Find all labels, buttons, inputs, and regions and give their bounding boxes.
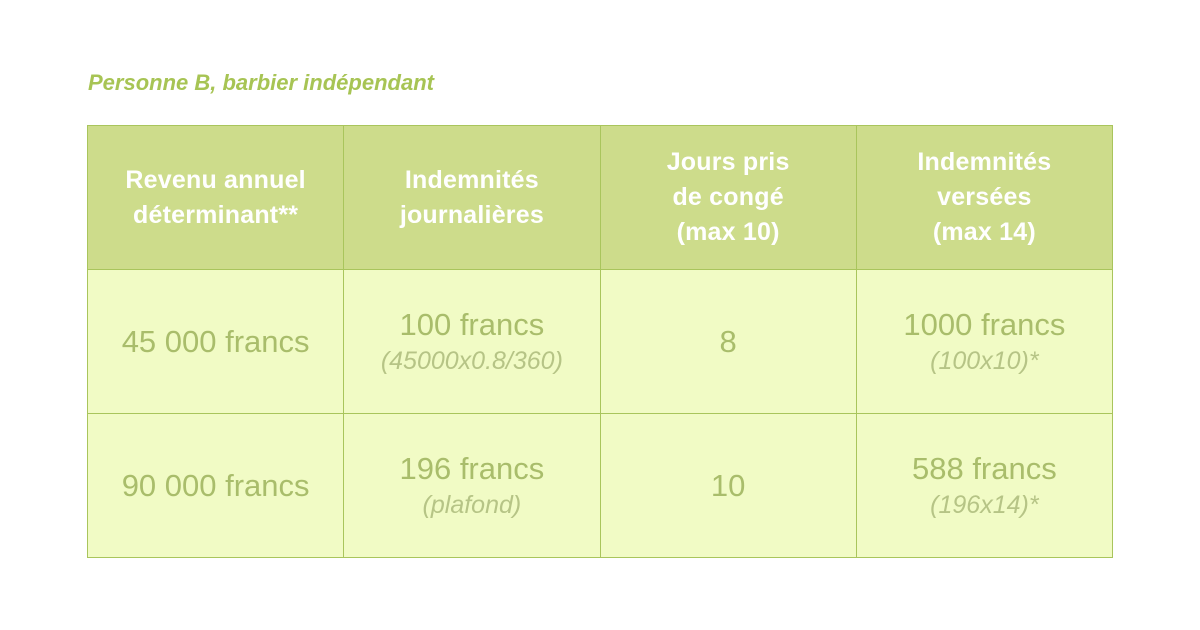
table-title: Personne B, barbier indépendant xyxy=(88,70,434,95)
days-value: 10 xyxy=(710,467,746,503)
header-line: de congé xyxy=(672,183,784,211)
header-line: journalières xyxy=(399,200,544,229)
header-indemnites-journalieres: Indemnités journalières xyxy=(343,125,601,270)
header-indemnites-versees: Indemnités versées (max 14) xyxy=(855,125,1114,270)
paid-allowance-value: 588 francs xyxy=(911,450,1057,486)
paid-allowance-value: 1000 francs xyxy=(903,306,1066,342)
paid-allowance-note: (100x10)* xyxy=(930,346,1039,375)
header-revenu-annuel: Revenu annuel déterminant** xyxy=(86,125,345,270)
benefit-table: Revenu annuel déterminant** Indemnités j… xyxy=(86,125,1114,558)
days-cell: 10 xyxy=(599,413,857,558)
daily-allowance-note: (45000x0.8/360) xyxy=(380,346,563,375)
paid-allowance-cell: 1000 francs (100x10)* xyxy=(855,269,1114,414)
header-jours-pris: Jours pris de congé (max 10) xyxy=(599,125,857,270)
daily-allowance-value: 196 francs xyxy=(399,450,545,486)
header-line: Jours pris xyxy=(666,148,790,176)
header-line: (max 10) xyxy=(676,218,780,246)
income-cell: 45 000 francs xyxy=(86,269,345,414)
daily-allowance-value: 100 francs xyxy=(399,306,545,342)
header-line: déterminant** xyxy=(133,200,299,229)
daily-allowance-note: (plafond) xyxy=(422,490,522,519)
income-value: 90 000 francs xyxy=(121,467,310,503)
header-line: Indemnités xyxy=(404,165,539,194)
income-value: 45 000 francs xyxy=(121,323,310,359)
table-row: 90 000 francs 196 francs (plafond) 10 58… xyxy=(86,413,1114,558)
header-line: Indemnités xyxy=(917,148,1052,176)
daily-allowance-cell: 100 francs (45000x0.8/360) xyxy=(343,269,601,414)
header-line: versées xyxy=(937,183,1032,211)
days-value: 8 xyxy=(719,323,737,359)
days-cell: 8 xyxy=(599,269,857,414)
header-line: Revenu annuel xyxy=(125,165,306,194)
paid-allowance-note: (196x14)* xyxy=(930,490,1039,519)
header-line: (max 14) xyxy=(932,218,1036,246)
income-cell: 90 000 francs xyxy=(86,413,345,558)
table-row: 45 000 francs 100 francs (45000x0.8/360)… xyxy=(86,269,1114,414)
table-header-row: Revenu annuel déterminant** Indemnités j… xyxy=(86,125,1114,270)
daily-allowance-cell: 196 francs (plafond) xyxy=(343,413,601,558)
paid-allowance-cell: 588 francs (196x14)* xyxy=(855,413,1114,558)
